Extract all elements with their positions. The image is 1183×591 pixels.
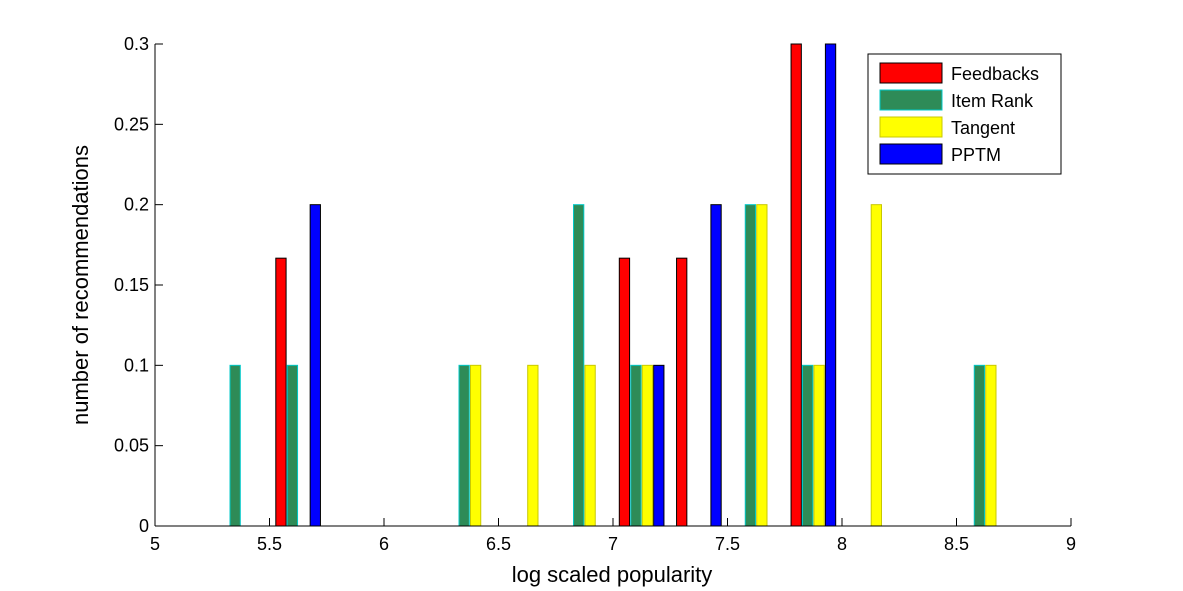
y-tick-label: 0 <box>139 516 149 536</box>
y-axis-title: number of recommendations <box>68 145 93 425</box>
bar-item-rank-1 <box>229 364 241 527</box>
bar-item-rank-7 <box>573 204 585 527</box>
x-tick-label: 9 <box>1066 534 1076 554</box>
bar-feedbacks-9 <box>676 257 688 527</box>
bar-pptm-8 <box>653 364 665 527</box>
bar-tangent-14 <box>985 364 997 527</box>
x-tick-label: 5.5 <box>257 534 282 554</box>
legend-label-pptm: PPTM <box>951 145 1001 165</box>
bar-feedbacks-2 <box>275 257 287 527</box>
y-tick-label: 0.05 <box>114 436 149 456</box>
legend: Feedbacks Item Rank Tangent PPTM <box>867 53 1062 175</box>
bar-tangent-6 <box>527 364 539 527</box>
x-tick-label: 6 <box>379 534 389 554</box>
bar-tangent-12 <box>870 204 883 527</box>
bar-tangent-11 <box>813 364 825 527</box>
bar-tangent-5 <box>469 364 482 527</box>
legend-swatch-tangent <box>879 116 943 138</box>
x-tick-label: 5 <box>150 534 160 554</box>
legend-label-feedbacks: Feedbacks <box>951 64 1039 84</box>
bar-feedbacks-11 <box>790 43 802 527</box>
bar-item-rank-5 <box>458 364 470 527</box>
legend-swatch-pptm <box>879 143 943 165</box>
y-tick-label: 0.3 <box>124 34 149 54</box>
x-axis-title: log scaled popularity <box>512 562 713 587</box>
bar-item-rank-11 <box>802 364 814 527</box>
legend-label-item-rank: Item Rank <box>951 91 1034 111</box>
x-tick-label: 7 <box>608 534 618 554</box>
y-tick-label: 0.1 <box>124 355 149 375</box>
y-tick-label: 0.25 <box>114 114 149 134</box>
bar-item-rank-8 <box>630 364 642 527</box>
x-tick-label: 6.5 <box>486 534 511 554</box>
bar-item-rank-10 <box>744 204 757 527</box>
bar-tangent-10 <box>756 204 768 527</box>
bar-item-rank-2 <box>286 364 299 527</box>
x-tick-label: 7.5 <box>715 534 740 554</box>
x-tick-label: 8.5 <box>944 534 969 554</box>
bar-item-rank-14 <box>973 364 986 527</box>
bar-tangent-8 <box>641 364 654 527</box>
bars-layer <box>229 43 997 527</box>
y-tick-label: 0.15 <box>114 275 149 295</box>
bar-feedbacks-8 <box>618 257 631 527</box>
legend-swatch-item-rank <box>879 89 943 111</box>
bar-pptm-2 <box>309 204 321 527</box>
legend-swatch-feedbacks <box>879 62 943 84</box>
bar-pptm-9 <box>710 204 722 527</box>
axes-layer: 5 5.5 6 6.5 7 7.5 8 8.5 9 0 0.05 0.1 0.15 0.2 0.25 0.3 <box>114 34 1076 554</box>
x-tick-label: 8 <box>837 534 847 554</box>
bar-tangent-7 <box>584 364 596 527</box>
bar-pptm-11 <box>824 43 837 527</box>
y-tick-label: 0.2 <box>124 195 149 215</box>
legend-label-tangent: Tangent <box>951 118 1015 138</box>
